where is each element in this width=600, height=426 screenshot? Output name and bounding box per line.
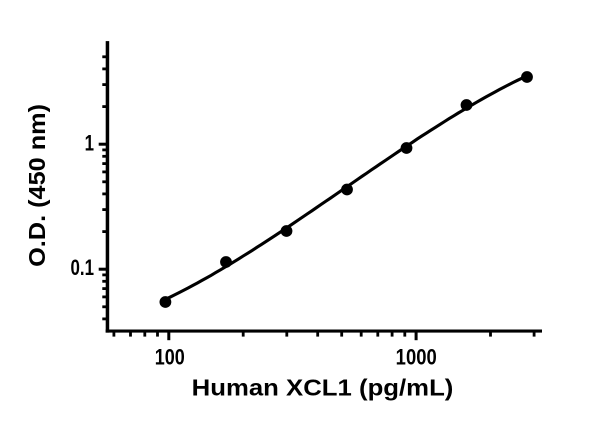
svg-text:Human XCL1 (pg/mL): Human XCL1 (pg/mL) (192, 376, 454, 401)
svg-text:O.D. (450 nm): O.D. (450 nm) (25, 104, 51, 267)
svg-text:1: 1 (85, 131, 94, 156)
svg-text:100: 100 (155, 346, 185, 370)
svg-text:0.1: 0.1 (71, 256, 94, 281)
svg-text:1000: 1000 (396, 345, 437, 370)
